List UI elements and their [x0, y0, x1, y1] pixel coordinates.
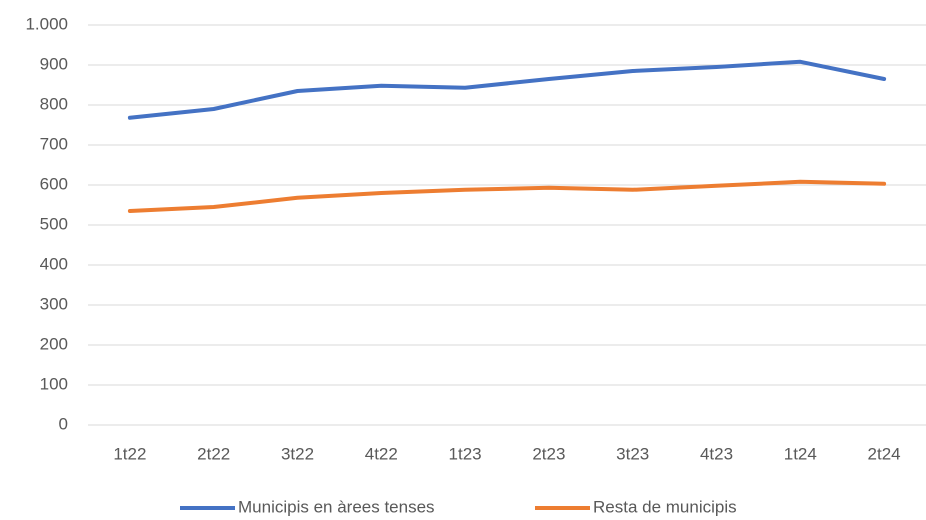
y-tick-label: 1.000 — [25, 14, 68, 33]
x-tick-label: 1t22 — [113, 444, 146, 463]
x-tick-label: 2t23 — [532, 444, 565, 463]
x-tick-label: 1t23 — [449, 444, 482, 463]
y-tick-label: 900 — [40, 54, 68, 73]
y-tick-label: 600 — [40, 174, 68, 193]
x-tick-label: 1t24 — [784, 444, 817, 463]
line-series — [127, 179, 887, 213]
y-tick-label: 500 — [40, 214, 68, 233]
y-tick-label: 0 — [59, 414, 68, 433]
y-tick-label: 100 — [40, 374, 68, 393]
y-tick-label: 300 — [40, 294, 68, 313]
legend-label: Resta de municipis — [593, 497, 737, 516]
line-series — [127, 59, 887, 120]
x-tick-label: 3t22 — [281, 444, 314, 463]
y-tick-label: 400 — [40, 254, 68, 273]
x-tick-label: 2t22 — [197, 444, 230, 463]
y-tick-label: 700 — [40, 134, 68, 153]
y-tick-label: 800 — [40, 94, 68, 113]
x-tick-label: 2t24 — [868, 444, 901, 463]
y-tick-label: 200 — [40, 334, 68, 353]
legend-label: Municipis en àrees tenses — [238, 497, 435, 516]
x-tick-label: 4t23 — [700, 444, 733, 463]
x-tick-label: 4t22 — [365, 444, 398, 463]
x-tick-label: 3t23 — [616, 444, 649, 463]
